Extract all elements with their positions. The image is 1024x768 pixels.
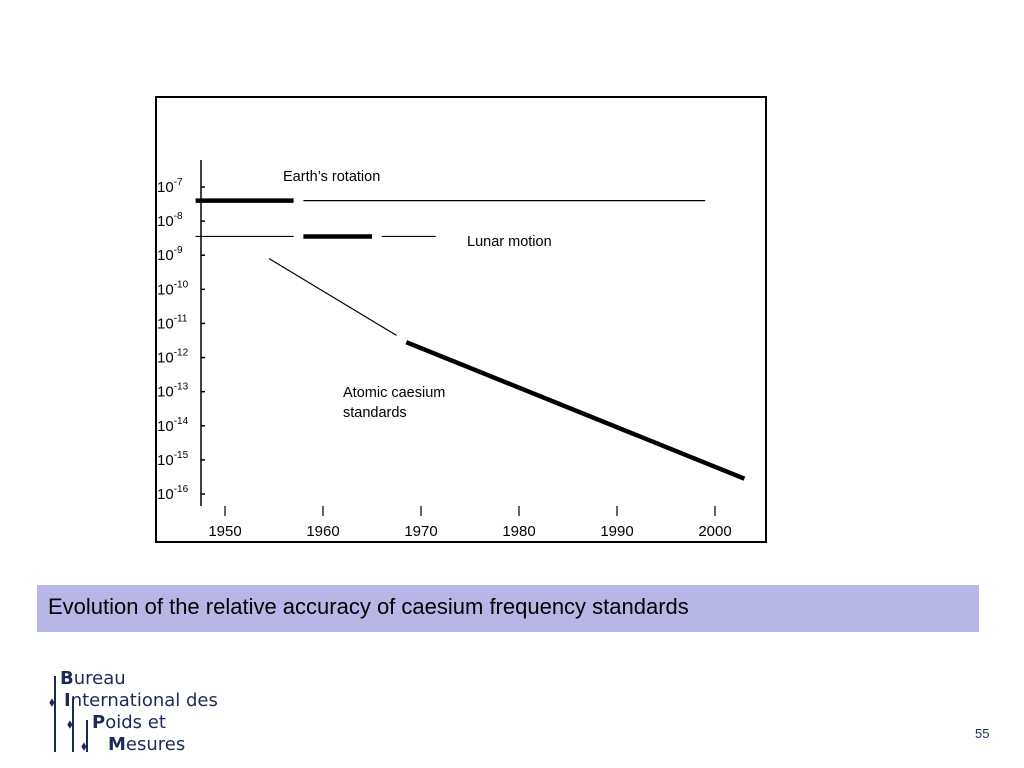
- caption-text: Evolution of the relative accuracy of ca…: [48, 594, 689, 619]
- x-tick-label: 1990: [600, 523, 633, 540]
- logo-line-bureau: Bureau: [60, 668, 126, 689]
- annotation-caesium-line1: Atomic caesium: [343, 385, 445, 401]
- series-3-segment: [268, 258, 397, 336]
- y-tick-label: 10-10: [157, 279, 189, 298]
- y-tick-label: 10-12: [157, 348, 189, 367]
- logo-line-international: International des: [64, 690, 218, 711]
- accuracy-chart: 10-7 10-8 10-9 10-10 10-11 10-12 10-13 10-14 10-…: [157, 160, 746, 540]
- y-tick-label: 10-13: [157, 382, 189, 401]
- x-tick-label: 1950: [208, 523, 241, 540]
- logo-arrow-3: ⬧: [81, 739, 87, 754]
- x-tick-label: 1980: [502, 523, 535, 540]
- x-tick-label: 2000: [698, 523, 731, 540]
- bipm-logo: ⬧ ⬧ ⬧ Bureau International des Poids et …: [49, 668, 252, 758]
- x-tick-label: 1970: [404, 523, 437, 540]
- y-tick-label: 10-9: [157, 245, 183, 264]
- annotation-lunar-motion: Lunar motion: [467, 234, 552, 250]
- logo-rule-2: [72, 698, 74, 752]
- logo-rule-3: [86, 720, 88, 752]
- series-3-segment: [405, 340, 746, 481]
- y-tick-label: 10-15: [157, 450, 189, 469]
- logo-rule-1: [54, 676, 56, 752]
- caption-bar: Evolution of the relative accuracy of ca…: [37, 585, 979, 632]
- y-tick-label: 10-14: [157, 416, 189, 435]
- x-tick-label: 1960: [306, 523, 339, 540]
- logo-line-poids: Poids et: [92, 712, 166, 733]
- y-tick-label: 10-11: [157, 313, 188, 332]
- logo-line-mesures: Mesures: [108, 734, 186, 755]
- y-tick-label: 10-8: [157, 211, 183, 230]
- chart-frame: [155, 96, 767, 543]
- y-tick-label: 10-16: [157, 484, 189, 503]
- annotation-caesium-line2: standards: [343, 405, 407, 421]
- logo-arrow-1: ⬧: [49, 695, 55, 710]
- logo-arrow-2: ⬧: [67, 717, 73, 732]
- y-tick-label: 10-7: [157, 177, 183, 196]
- annotation-earths-rotation: Earth’s rotation: [283, 169, 380, 185]
- page-number: 55: [975, 726, 990, 741]
